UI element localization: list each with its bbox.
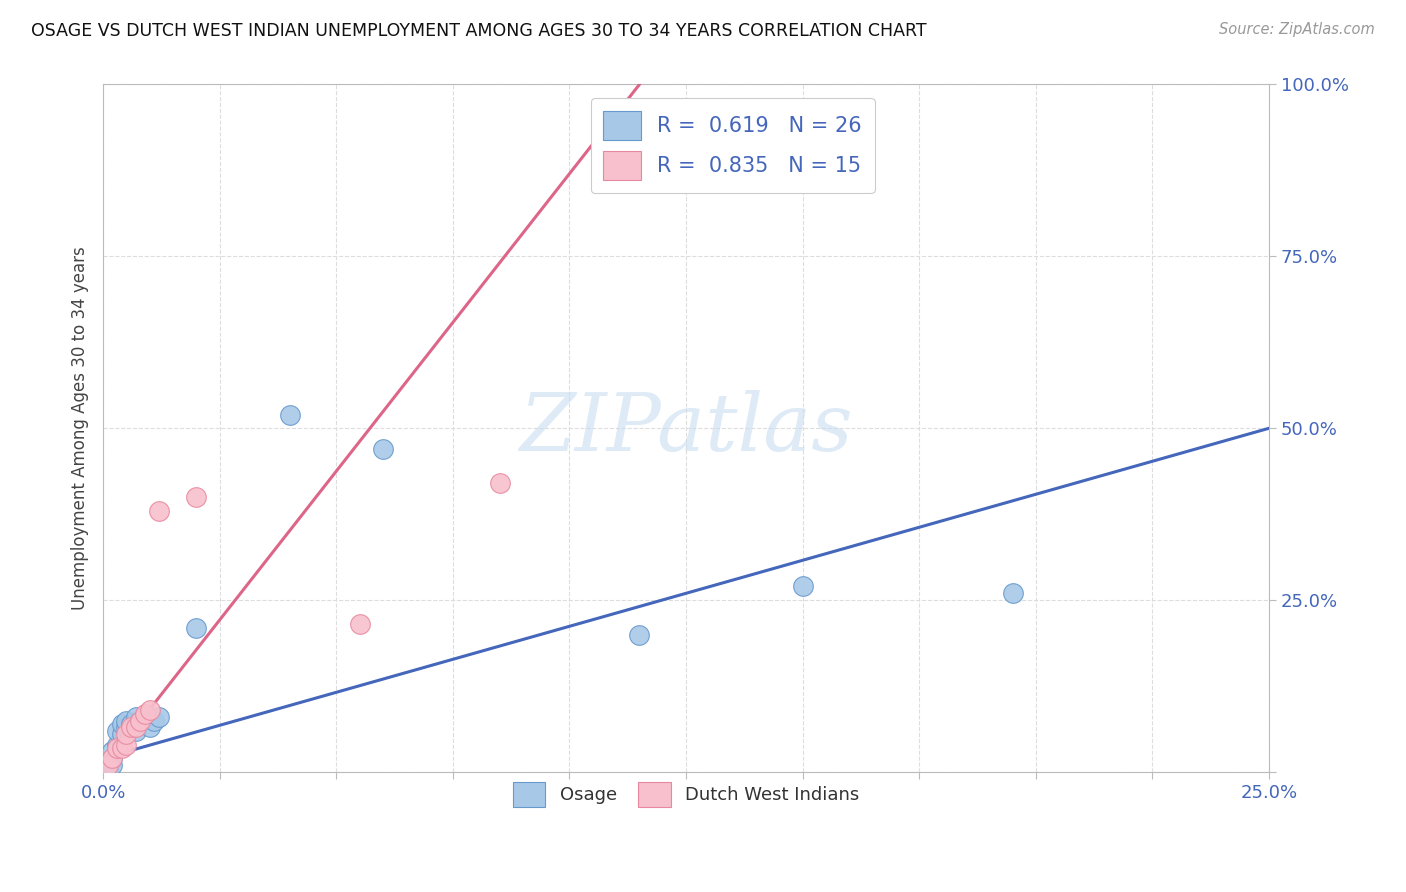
Point (148, 504, 170, 518)
Point (488, 476, 510, 491)
Point (111, 727, 134, 741)
Point (792, 579, 814, 593)
Point (101, 751, 124, 765)
Point (125, 710, 148, 724)
Point (139, 720, 162, 734)
Point (101, 744, 124, 758)
Point (115, 714, 138, 728)
Point (186, 621, 208, 635)
Point (129, 714, 152, 728)
Point (628, 627, 651, 641)
Text: Source: ZipAtlas.com: Source: ZipAtlas.com (1219, 22, 1375, 37)
Point (97, 758, 120, 772)
Point (125, 723, 148, 738)
Point (148, 710, 170, 724)
Point (1001, 586, 1024, 600)
Point (349, 617, 371, 632)
Point (129, 714, 152, 728)
Point (186, 490, 208, 504)
Point (134, 710, 156, 724)
Point (278, 408, 301, 422)
Point (120, 720, 142, 734)
Text: OSAGE VS DUTCH WEST INDIAN UNEMPLOYMENT AMONG AGES 30 TO 34 YEARS CORRELATION CH: OSAGE VS DUTCH WEST INDIAN UNEMPLOYMENT … (31, 22, 927, 40)
Point (115, 727, 138, 741)
Point (115, 720, 138, 734)
Point (97, 758, 120, 772)
Point (125, 720, 148, 734)
Text: ZIPatlas: ZIPatlas (519, 390, 853, 467)
Point (101, 751, 124, 765)
Legend: Osage, Dutch West Indians: Osage, Dutch West Indians (505, 774, 866, 814)
Point (105, 741, 128, 756)
Point (139, 703, 162, 717)
Point (105, 738, 128, 752)
Point (97, 755, 120, 769)
Y-axis label: Unemployment Among Ages 30 to 34 years: Unemployment Among Ages 30 to 34 years (72, 246, 89, 610)
Point (134, 706, 156, 721)
Point (101, 758, 124, 772)
Point (111, 717, 134, 731)
Point (143, 714, 166, 728)
Point (115, 738, 138, 752)
Point (120, 717, 142, 731)
Point (371, 442, 394, 456)
Point (111, 741, 134, 756)
Point (97, 762, 120, 776)
Point (105, 723, 128, 738)
